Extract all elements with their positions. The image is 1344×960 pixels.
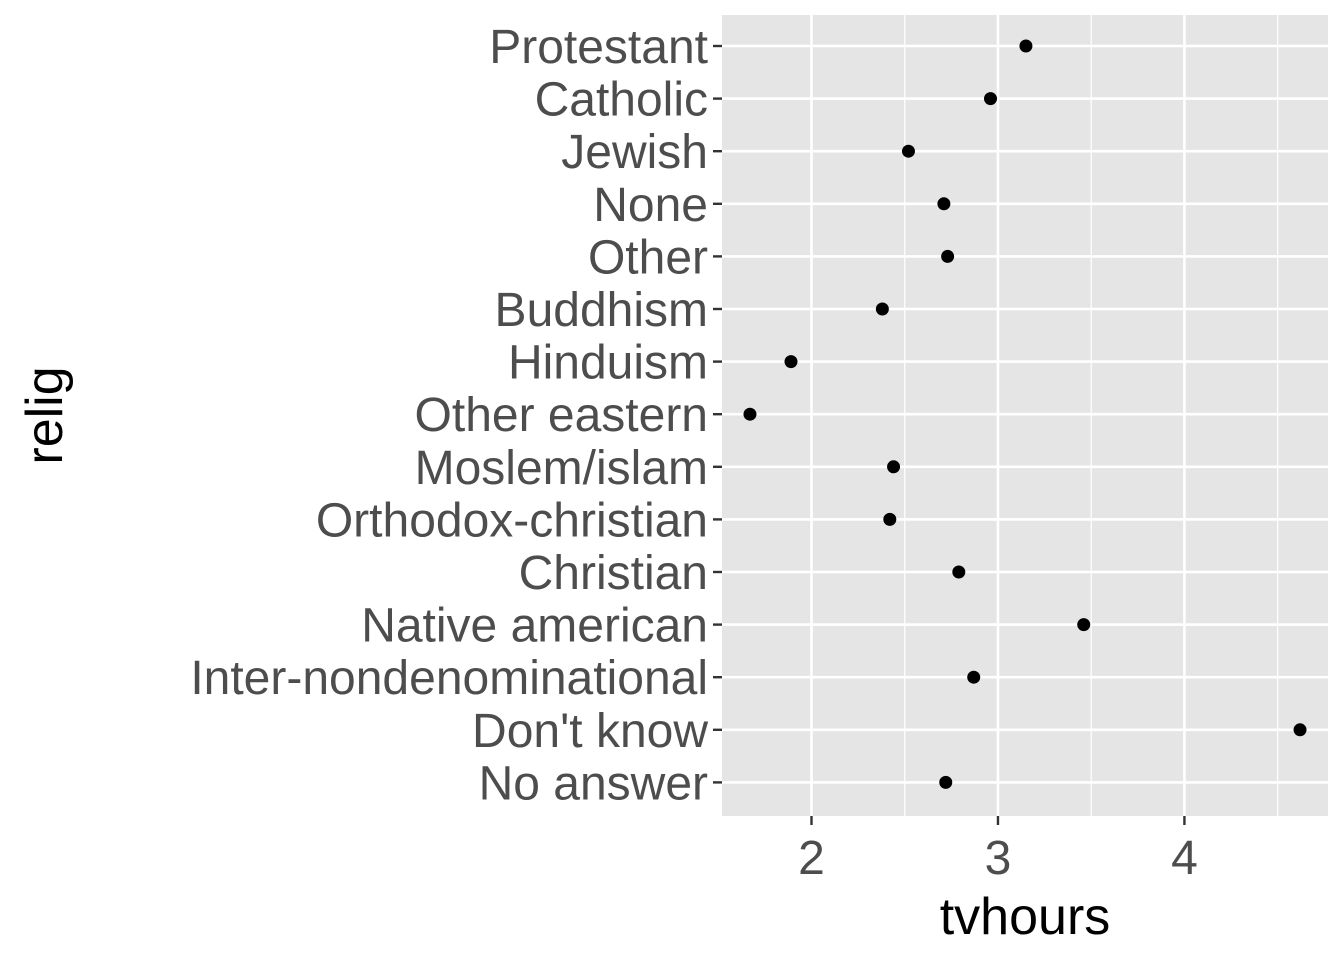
x-tick-label: 3 — [985, 832, 1012, 885]
data-point — [952, 565, 966, 579]
x-tick-label: 4 — [1171, 832, 1198, 885]
major-gridlines — [722, 15, 1328, 816]
y-tick-label: Christian — [519, 547, 708, 600]
x-axis-title: tvhours — [940, 888, 1111, 946]
data-point — [887, 460, 901, 474]
data-point — [941, 249, 955, 263]
y-tick-label: Don't know — [472, 705, 708, 758]
data-point — [937, 197, 951, 211]
y-axis-title: relig — [16, 366, 74, 464]
data-point — [901, 144, 915, 158]
y-axis-ticks: ProtestantCatholicJewishNoneOtherBuddhis… — [190, 21, 722, 810]
x-axis-ticks: 2 3 4 — [798, 816, 1198, 885]
y-tick-label: Hinduism — [508, 337, 708, 390]
y-tick-label: No answer — [479, 757, 708, 810]
y-tick-label: Catholic — [535, 74, 708, 127]
y-tick-label: Inter-nondenominational — [190, 652, 708, 705]
y-tick-label: Jewish — [561, 126, 708, 179]
y-tick-label: Native american — [361, 600, 708, 653]
y-tick-label: None — [593, 179, 708, 232]
data-point — [875, 302, 889, 316]
data-point — [1077, 618, 1091, 632]
data-point — [784, 355, 798, 369]
data-point — [939, 775, 953, 789]
data-point — [743, 407, 757, 421]
x-tick-label: 2 — [798, 832, 825, 885]
data-point — [967, 670, 981, 684]
data-points — [743, 39, 1307, 789]
y-tick-label: Other eastern — [415, 389, 708, 442]
y-tick-label: Buddhism — [495, 284, 708, 337]
data-point — [984, 92, 998, 106]
y-tick-label: Other — [588, 231, 708, 284]
data-point — [1019, 39, 1033, 53]
y-tick-label: Protestant — [489, 21, 708, 74]
data-point — [1293, 723, 1307, 737]
y-tick-label: Moslem/islam — [415, 442, 708, 495]
data-point — [883, 512, 897, 526]
y-tick-label: Orthodox-christian — [316, 494, 708, 547]
